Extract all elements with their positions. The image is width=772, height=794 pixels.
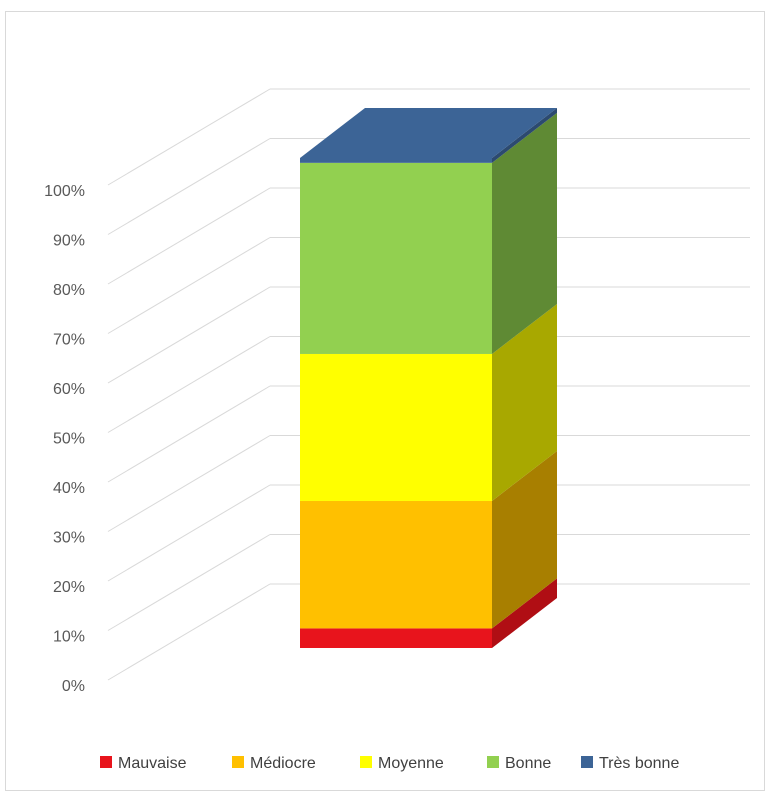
y-tick-label: 70% (53, 332, 85, 349)
y-axis-tick-labels: 0% 10% 20% 30% 40% 50% 60% 70% 80% 90% 100% (44, 183, 85, 695)
bar-segment-mauvaise (300, 628, 492, 648)
legend-swatch (232, 756, 244, 768)
bar-segment-très-bonne (300, 157, 492, 163)
legend-label: Bonne (505, 755, 551, 772)
legend-item: Très bonne (581, 755, 679, 772)
y-tick-label: 100% (44, 183, 85, 200)
legend-item: Mauvaise (100, 755, 187, 772)
gridline-side-4 (107, 385, 271, 483)
legend-swatch (581, 756, 593, 768)
y-tick-label: 20% (53, 579, 85, 596)
bar-side-très-bonne (492, 107, 557, 163)
legend-label: Mauvaise (118, 755, 187, 772)
bar-top (300, 107, 557, 158)
bar-side-médiocre (492, 450, 557, 629)
bar-segment-bonne (300, 162, 492, 354)
legend-swatch (100, 756, 112, 768)
gridline-side-10 (107, 88, 271, 186)
y-tick-label: 10% (53, 629, 85, 646)
y-tick-label: 40% (53, 480, 85, 497)
gridline-side-7 (107, 237, 271, 334)
bar-side-moyenne (492, 303, 557, 501)
legend-label: Moyenne (378, 755, 444, 772)
legend-label: Médiocre (250, 755, 316, 772)
gridline-side-8 (107, 187, 271, 285)
gridline-side-6 (107, 286, 271, 384)
legend-item: Médiocre (232, 755, 316, 772)
gridline-side-0 (107, 583, 271, 681)
legend-item: Moyenne (360, 755, 444, 772)
stacked-column (300, 107, 557, 648)
y-tick-label: 50% (53, 431, 85, 448)
legend-swatch (487, 756, 499, 768)
gridline-side-2 (107, 484, 271, 582)
y-tick-label: 80% (53, 282, 85, 299)
y-tick-label: 60% (53, 381, 85, 398)
gridline-side-1 (107, 534, 271, 631)
y-tick-label: 0% (62, 678, 85, 695)
y-tick-label: 30% (53, 530, 85, 547)
gridline-side-5 (107, 336, 271, 433)
gridline-side-9 (107, 138, 271, 235)
y-tick-label: 90% (53, 233, 85, 250)
bar-side-mauvaise (492, 578, 557, 648)
gridline-side-3 (107, 435, 271, 532)
legend: Mauvaise Médiocre Moyenne Bonne Très bonne (100, 755, 679, 772)
legend-label: Très bonne (599, 755, 679, 772)
legend-swatch (360, 756, 372, 768)
bar-side-bonne (492, 112, 557, 354)
legend-item: Bonne (487, 755, 551, 772)
bar-segment-médiocre (300, 500, 492, 629)
bar-segment-moyenne (300, 353, 492, 501)
